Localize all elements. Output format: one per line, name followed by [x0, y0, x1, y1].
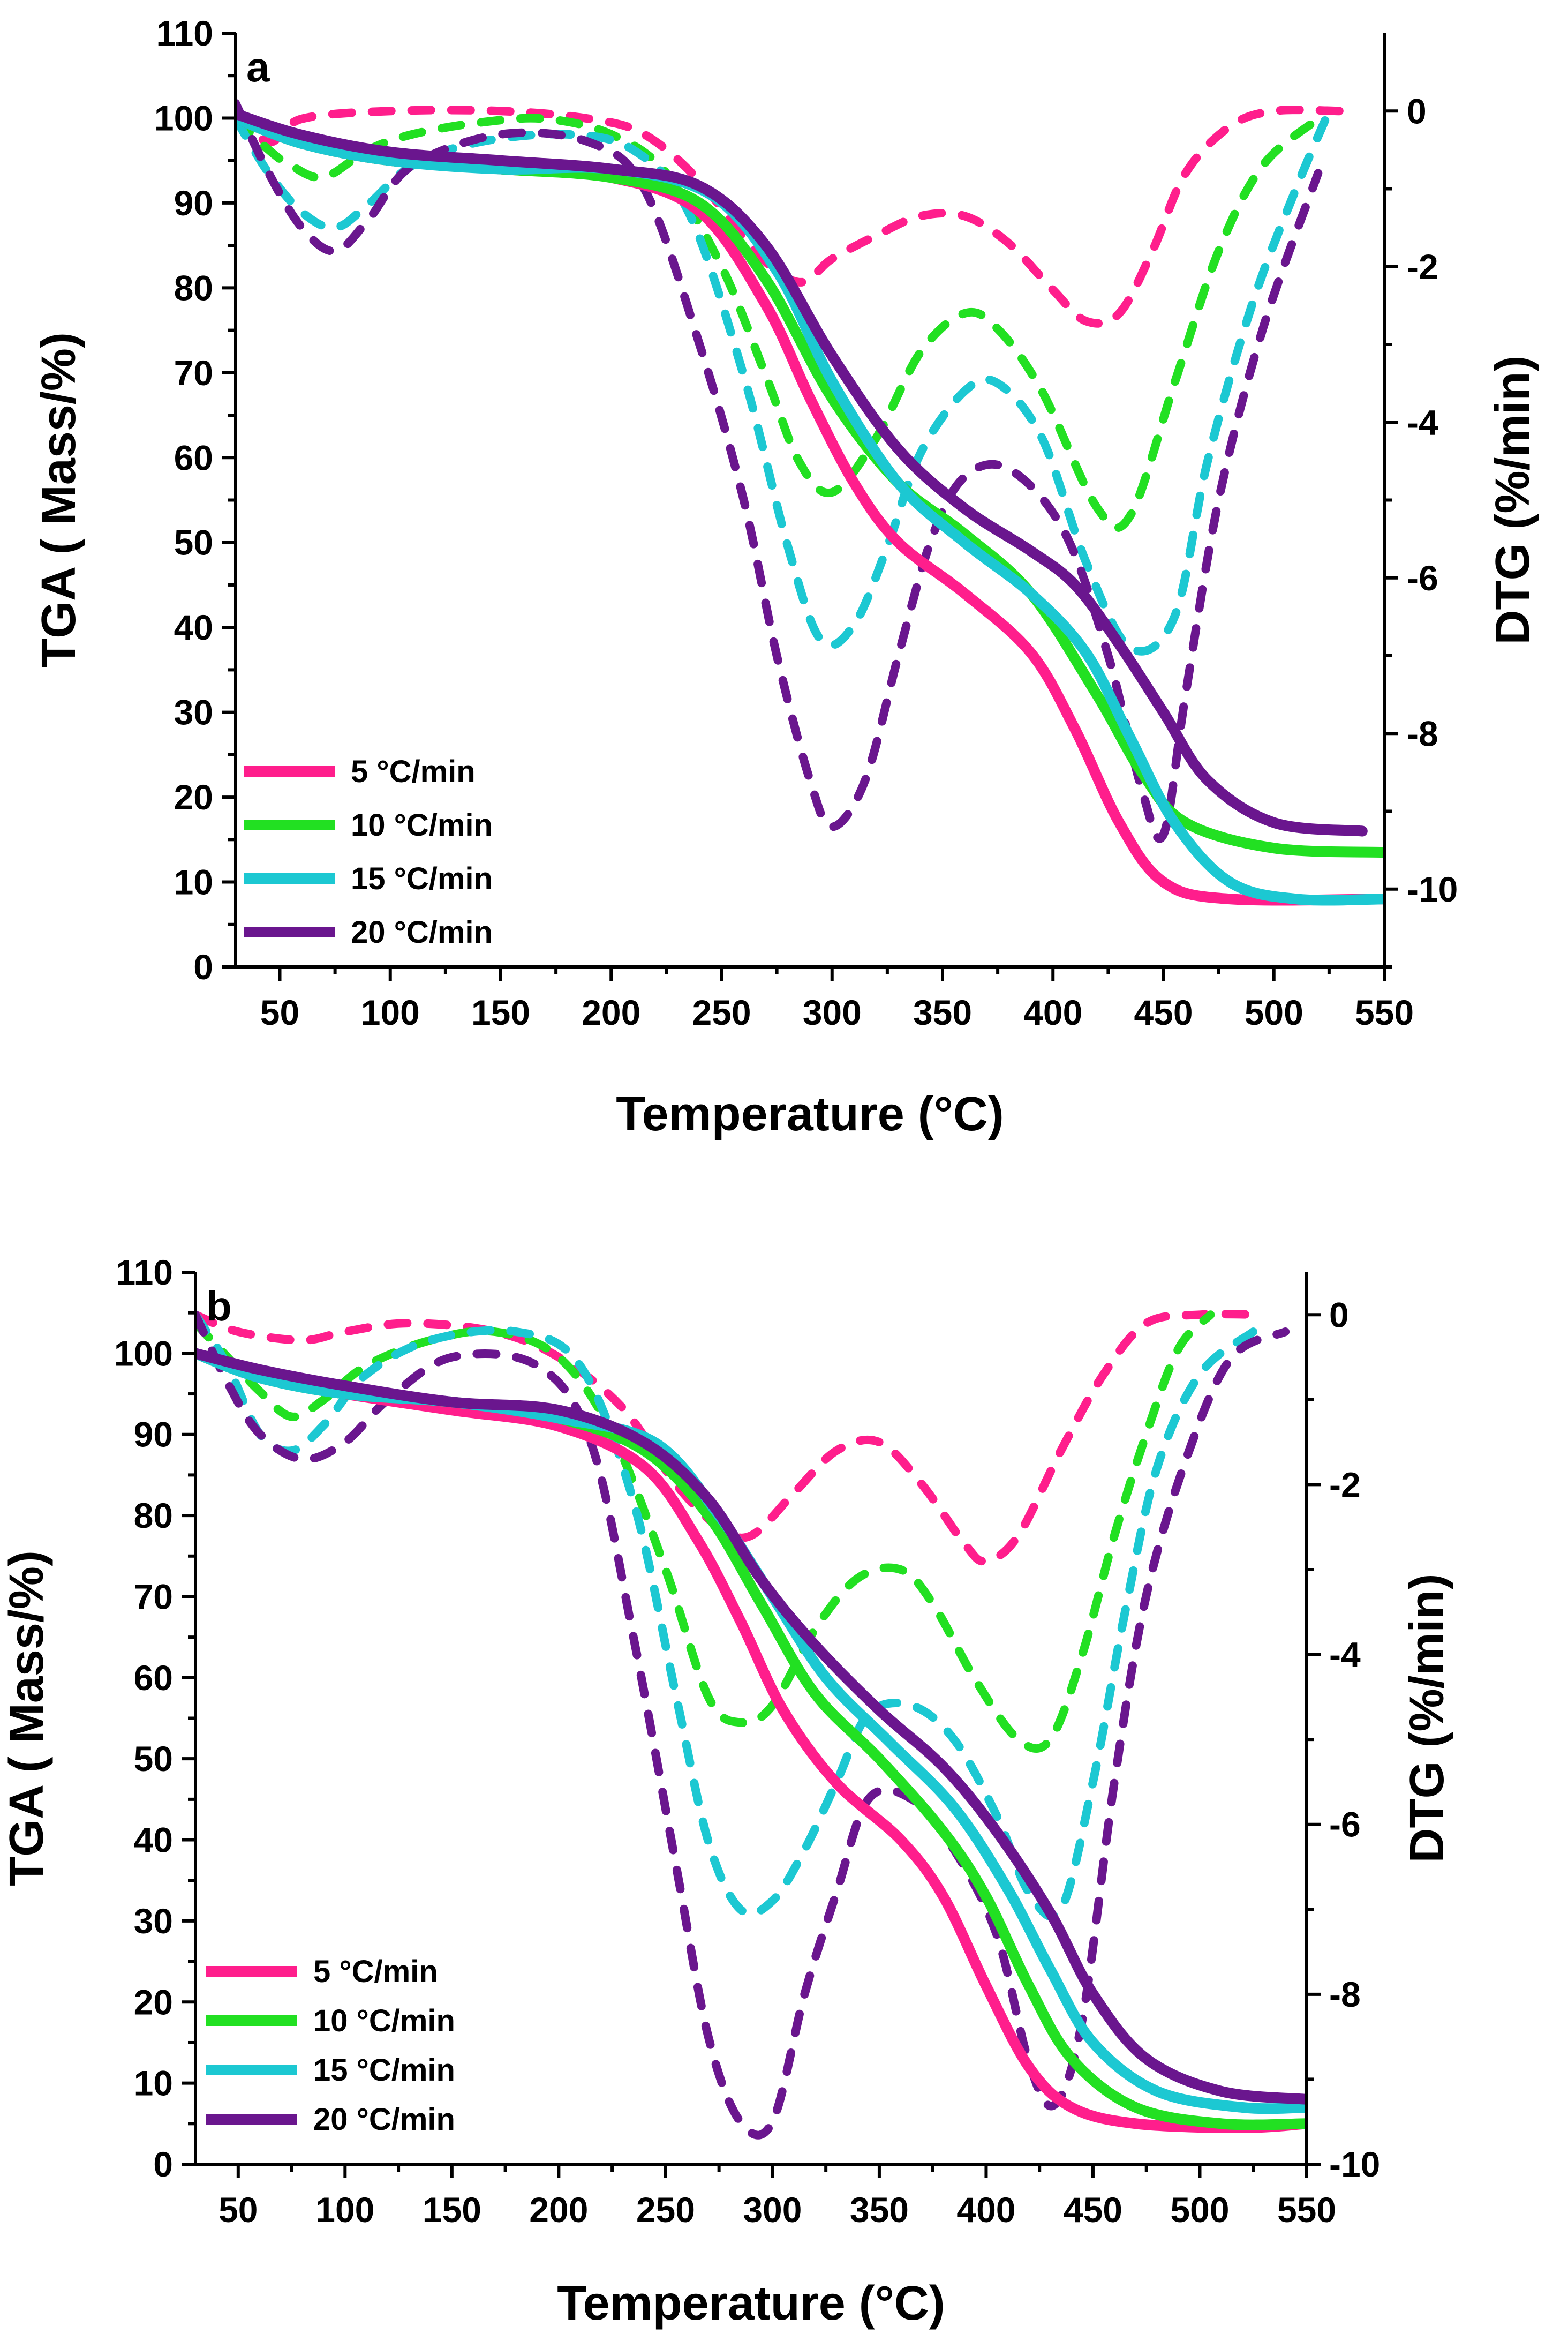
legend-label: 10 °C/min: [351, 808, 493, 843]
y-tick-label: 40: [134, 1820, 173, 1860]
tga-series-3: [195, 1348, 1307, 2114]
y-tick-label: 70: [174, 353, 213, 393]
y-tick-label: 110: [116, 1252, 173, 1292]
dtg-series-1: [236, 106, 1345, 328]
y-tick-label: 90: [134, 1415, 173, 1454]
y-tick-label: 30: [134, 1901, 173, 1941]
y2-tick-label: -10: [1329, 2144, 1380, 2184]
y2-tick-label: 0: [1407, 91, 1427, 131]
x-tick-label: 100: [361, 993, 420, 1032]
dtg-series-4: [236, 99, 1323, 843]
dtg-series-3: [195, 1310, 1258, 1921]
x-tick-label: 300: [743, 2190, 802, 2230]
legend-label: 20 °C/min: [351, 915, 493, 950]
x-tick-label: 350: [850, 2190, 909, 2230]
y-axis-title: TGA ( Mass/%): [0, 1550, 54, 1886]
y-tick-label: 20: [134, 1982, 173, 2022]
legend: 5 °C/min 10 °C/min 15 °C/min 20 °C/min: [206, 1954, 455, 2137]
x-tick-label: 300: [803, 993, 862, 1032]
x-tick-label: 400: [1023, 993, 1082, 1032]
y-tick-label: 0: [193, 947, 213, 987]
dtg-series-1: [195, 1310, 1269, 1566]
x-tick-label: 450: [1064, 2190, 1122, 2230]
y2-axis-title: DTG (%/min): [1400, 1574, 1454, 1863]
y-tick-label: 50: [174, 523, 213, 562]
y-tick-label: 20: [174, 777, 213, 817]
y-tick-label: 100: [154, 98, 213, 138]
tga-series-2: [236, 112, 1384, 858]
x-axis-title: Temperature (°C): [616, 1087, 1004, 1141]
x-tick-label: 250: [636, 2190, 695, 2230]
x-tick-label: 350: [913, 993, 972, 1032]
dtg-series-3: [236, 107, 1333, 656]
y2-tick-label: -6: [1407, 558, 1438, 598]
y-tick-label: 70: [134, 1577, 173, 1616]
y2-tick-label: -2: [1329, 1465, 1361, 1504]
y-tick-label: 90: [174, 183, 213, 223]
x-tick-label: 50: [218, 2190, 258, 2230]
y-tick-label: 100: [114, 1333, 173, 1373]
x-tick-label: 50: [260, 993, 299, 1032]
y-tick-label: 80: [134, 1496, 173, 1535]
y-tick-label: 10: [134, 2063, 173, 2103]
x-tick-label: 500: [1245, 993, 1303, 1032]
y-tick-label: 10: [174, 862, 213, 902]
legend-label: 20 °C/min: [313, 2102, 455, 2137]
y-tick-label: 80: [174, 268, 213, 307]
y2-tick-label: -4: [1329, 1635, 1361, 1675]
dtg-series-2: [195, 1310, 1215, 1753]
y-tick-label: 60: [174, 438, 213, 477]
chart-panel-a: 50 100 150 200 250 300 350 400 450 500 55001020304…: [32, 13, 1540, 1141]
x-tick-label: 550: [1355, 993, 1414, 1032]
legend-label: 10 °C/min: [313, 2003, 455, 2038]
tga-series-1: [195, 1348, 1307, 2133]
dtg-series-2: [236, 114, 1323, 532]
x-tick-label: 100: [315, 2190, 374, 2230]
x-axis-title: Temperature (°C): [557, 2277, 945, 2330]
chart-panel-b: 50 100 150 200 250 300 350 400 450 500 55001020304…: [0, 1252, 1454, 2330]
dtg-series-4: [195, 1310, 1290, 2140]
y2-tick-label: -6: [1329, 1805, 1361, 1844]
x-tick-label: 200: [582, 993, 640, 1032]
y2-tick-label: -8: [1407, 714, 1438, 753]
legend: 5 °C/min 10 °C/min 15 °C/min 20 °C/min: [244, 754, 493, 950]
y2-axis-title: DTG (%/min): [1486, 356, 1540, 645]
panel-label: b: [206, 1282, 232, 1330]
x-tick-label: 400: [956, 2190, 1015, 2230]
tga-series-4: [195, 1348, 1307, 2105]
x-tick-label: 450: [1134, 993, 1193, 1032]
y2-tick-label: 0: [1329, 1295, 1349, 1334]
y-tick-label: 40: [174, 607, 213, 647]
x-tick-label: 250: [692, 993, 751, 1032]
x-tick-label: 150: [471, 993, 530, 1032]
y2-tick-label: -2: [1407, 247, 1438, 287]
y-tick-label: 110: [156, 13, 213, 53]
legend-label: 15 °C/min: [313, 2053, 455, 2088]
legend-label: 15 °C/min: [351, 861, 493, 896]
x-tick-label: 550: [1277, 2190, 1336, 2230]
y2-tick-label: -10: [1407, 869, 1458, 909]
legend-label: 5 °C/min: [313, 1954, 438, 1989]
y-axis-title: TGA ( Mass/%): [32, 332, 86, 668]
y-tick-label: 30: [174, 693, 213, 732]
legend-label: 5 °C/min: [351, 754, 476, 789]
x-tick-label: 500: [1170, 2190, 1229, 2230]
y-tick-label: 60: [134, 1658, 173, 1698]
y2-tick-label: -4: [1407, 402, 1438, 442]
y-tick-label: 50: [134, 1739, 173, 1778]
tga-series-4: [236, 108, 1368, 837]
x-tick-label: 150: [423, 2190, 481, 2230]
y-tick-label: 0: [153, 2144, 173, 2184]
panel-label: a: [246, 43, 270, 91]
x-tick-label: 200: [529, 2190, 588, 2230]
y2-tick-label: -8: [1329, 1975, 1361, 2014]
tga-series-3: [236, 112, 1384, 906]
